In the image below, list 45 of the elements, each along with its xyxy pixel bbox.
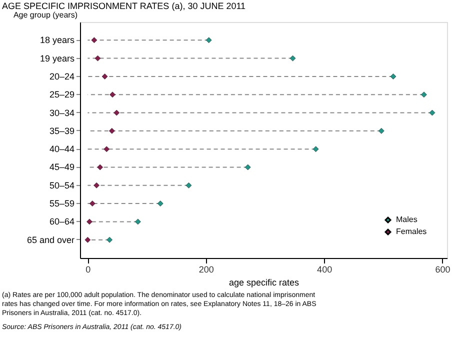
point (206, 37, 212, 44)
y-tick-label: 30–34 (49, 108, 74, 118)
legend-label: Males (396, 215, 418, 224)
point (186, 182, 192, 188)
y-axis-title: Age group (years) (13, 10, 78, 20)
point (135, 218, 141, 225)
point (94, 55, 101, 62)
x-tick-label: 600 (435, 264, 450, 274)
point (114, 110, 120, 116)
point (290, 55, 296, 62)
point (244, 164, 251, 170)
x-tick-label: 0 (86, 264, 91, 274)
x-tick-label: 200 (198, 264, 214, 274)
y-tick-label: 35–39 (49, 126, 74, 136)
point (102, 74, 108, 80)
chart-title: AGE SPECIFIC IMPRISONMENT RATES (a), 30 JUNE 2011 (2, 1, 246, 11)
y-tick-label: 20–24 (49, 71, 74, 82)
x-tick-label: 400 (317, 264, 332, 274)
point (106, 236, 112, 243)
point (90, 200, 96, 206)
point (429, 110, 436, 116)
y-tick-label: 25–29 (49, 90, 74, 100)
y-tick-label: 55–59 (49, 198, 74, 209)
y-tick-label: 60–64 (49, 216, 74, 227)
y-tick-label: 40–44 (49, 144, 74, 154)
x-axis-title: age specific rates (228, 278, 300, 288)
y-tick-label: 19 years (40, 53, 75, 64)
point (86, 218, 92, 225)
y-tick-label: 65 and over (26, 234, 74, 245)
y-tick-label: 50–54 (49, 180, 74, 190)
point (97, 164, 103, 170)
point (312, 146, 319, 152)
point (91, 37, 98, 44)
legend-label: Females (396, 227, 427, 236)
point (110, 92, 116, 98)
point (390, 74, 396, 80)
point (157, 200, 164, 206)
point (104, 146, 110, 152)
point (109, 128, 115, 134)
y-tick-label: 45–49 (49, 162, 74, 172)
point (378, 128, 384, 134)
point (84, 236, 91, 243)
point (94, 182, 100, 188)
point (421, 92, 427, 98)
y-tick-label: 18 years (40, 35, 75, 46)
